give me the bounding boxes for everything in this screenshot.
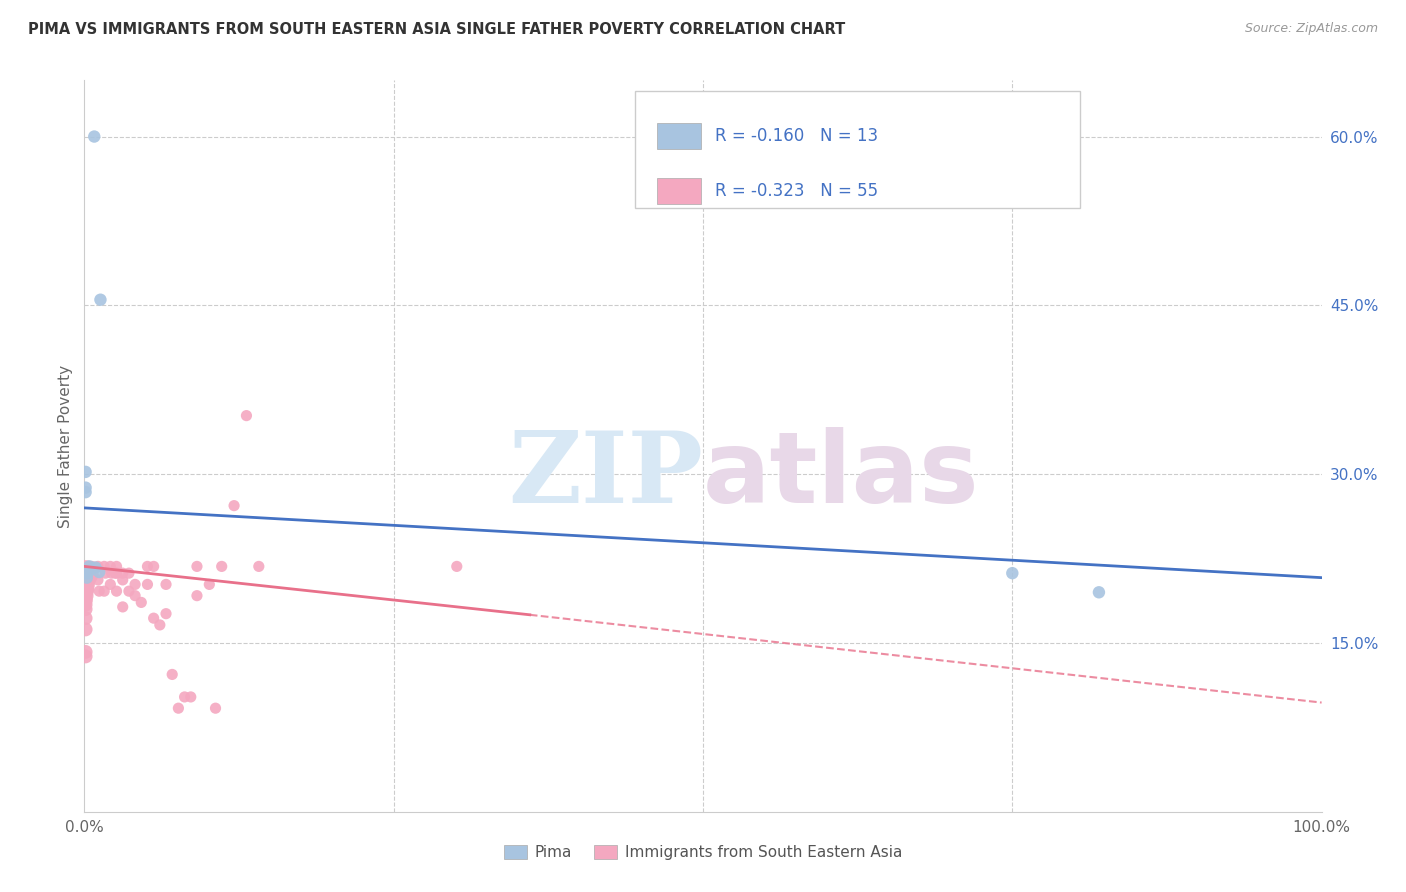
Point	[124, 589, 146, 603]
Text: R = -0.323   N = 55: R = -0.323 N = 55	[716, 182, 879, 200]
Point	[160, 667, 183, 681]
Point	[89, 565, 111, 579]
Point	[186, 589, 208, 603]
Point	[87, 559, 110, 574]
Point	[98, 577, 121, 591]
Point	[75, 598, 97, 612]
Point	[94, 566, 117, 581]
Point	[111, 573, 134, 587]
Point	[1001, 566, 1024, 581]
FancyBboxPatch shape	[636, 91, 1080, 209]
Point	[75, 582, 97, 596]
Point	[75, 577, 97, 591]
Point	[79, 559, 101, 574]
Point	[83, 129, 105, 144]
Bar	[657, 123, 700, 149]
Point	[87, 573, 110, 587]
Point	[222, 499, 245, 513]
Point	[211, 559, 233, 574]
Point	[75, 485, 97, 500]
Point	[129, 595, 152, 609]
Point	[118, 566, 141, 581]
Text: ZIP: ZIP	[508, 426, 703, 524]
Text: PIMA VS IMMIGRANTS FROM SOUTH EASTERN ASIA SINGLE FATHER POVERTY CORRELATION CHA: PIMA VS IMMIGRANTS FROM SOUTH EASTERN AS…	[28, 22, 845, 37]
Point	[235, 409, 257, 423]
Point	[124, 577, 146, 591]
Point	[155, 577, 177, 591]
Point	[167, 701, 190, 715]
Point	[142, 559, 165, 574]
Point	[142, 611, 165, 625]
Point	[136, 577, 159, 591]
Point	[75, 571, 97, 585]
Point	[180, 690, 202, 704]
Point	[75, 481, 97, 495]
Point	[75, 589, 97, 603]
Point	[84, 560, 107, 574]
Point	[198, 577, 221, 591]
Point	[105, 584, 128, 599]
Y-axis label: Single Father Poverty: Single Father Poverty	[58, 365, 73, 527]
Point	[204, 701, 226, 715]
Point	[89, 293, 111, 307]
Point	[75, 611, 97, 625]
Point	[98, 559, 121, 574]
Point	[186, 559, 208, 574]
Point	[75, 566, 97, 581]
Point	[111, 566, 134, 581]
Point	[446, 559, 468, 574]
Point	[118, 584, 141, 599]
Point	[75, 623, 97, 637]
Point	[149, 618, 172, 632]
Point	[173, 690, 195, 704]
Point	[75, 593, 97, 607]
Point	[76, 566, 98, 581]
Point	[75, 602, 97, 616]
Point	[105, 566, 128, 581]
Legend: Pima, Immigrants from South Eastern Asia: Pima, Immigrants from South Eastern Asia	[498, 839, 908, 866]
Point	[104, 566, 127, 581]
Bar	[657, 178, 700, 203]
Point	[79, 564, 101, 578]
Point	[93, 584, 115, 599]
Point	[105, 559, 128, 574]
Point	[1088, 585, 1111, 599]
Point	[136, 559, 159, 574]
Text: R = -0.160   N = 13: R = -0.160 N = 13	[716, 127, 879, 145]
Point	[75, 649, 97, 664]
Point	[75, 584, 97, 599]
Point	[100, 566, 122, 581]
Point	[93, 559, 115, 574]
Text: atlas: atlas	[703, 426, 980, 524]
Point	[75, 465, 97, 479]
Point	[89, 584, 111, 599]
Point	[155, 607, 177, 621]
Point	[111, 599, 134, 614]
Text: Source: ZipAtlas.com: Source: ZipAtlas.com	[1244, 22, 1378, 36]
Point	[75, 645, 97, 659]
Point	[80, 559, 103, 574]
Point	[76, 571, 98, 585]
Point	[247, 559, 270, 574]
